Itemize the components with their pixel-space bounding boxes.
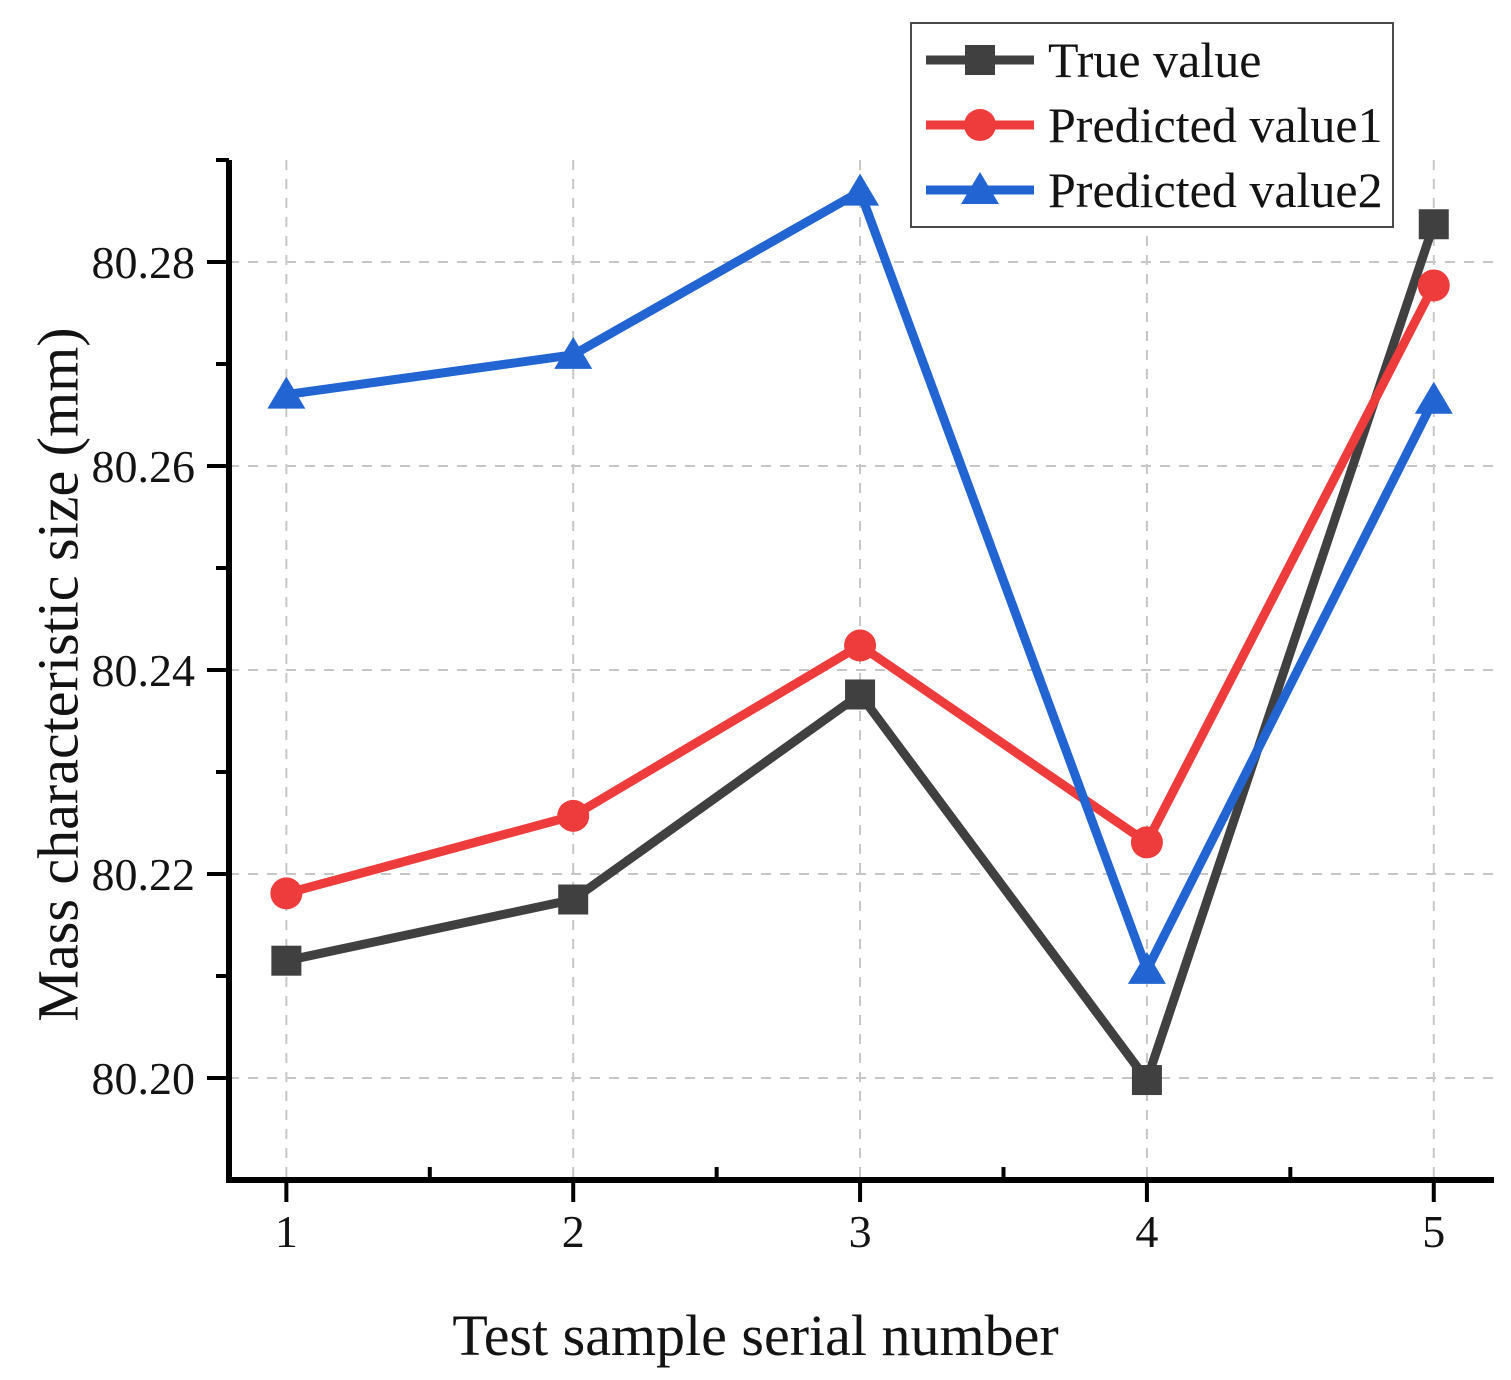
y-tick-label: 80.28 — [92, 237, 196, 288]
square-marker — [558, 884, 589, 915]
triangle-marker — [267, 376, 306, 409]
y-tick-label: 80.26 — [92, 441, 196, 492]
legend-label: Predicted value1 — [1048, 96, 1383, 153]
legend-item-triangle-up: Predicted value2 — [924, 161, 1384, 219]
y-tick-label: 80.22 — [92, 849, 196, 900]
legend-label: Predicted value2 — [1048, 161, 1383, 218]
square-marker — [965, 45, 995, 76]
series-square — [271, 209, 1449, 1096]
triangle-marker — [1414, 381, 1453, 414]
y-tick-label: 80.24 — [92, 645, 196, 696]
y-tick-label: 80.20 — [92, 1053, 196, 1104]
circle-marker — [1417, 269, 1450, 302]
x-tick-label: 2 — [562, 1206, 585, 1257]
series-circle — [270, 269, 1450, 910]
square-marker — [1418, 209, 1449, 240]
y-axis-title: Mass characteristic size (mm) — [25, 327, 91, 1022]
legend-item-square: True value — [924, 31, 1384, 89]
triangle-marker — [961, 171, 999, 204]
triangle-marker — [554, 336, 593, 369]
x-tick-label: 5 — [1422, 1206, 1445, 1257]
legend-swatch-triangle-up — [926, 171, 1034, 204]
square-marker — [845, 679, 876, 710]
circle-marker — [964, 108, 996, 141]
x-tick-label: 3 — [849, 1206, 872, 1257]
legend-swatch-square — [926, 45, 1034, 76]
circle-marker — [844, 629, 877, 662]
legend: True value Predicted value1 Predicted valu… — [910, 22, 1394, 228]
legend-item-circle: Predicted value1 — [924, 96, 1384, 154]
triangle-marker — [1127, 951, 1166, 984]
circle-marker — [1130, 826, 1163, 859]
series-triangle-up — [267, 173, 1453, 984]
gridlines — [229, 160, 1494, 1180]
legend-label: True value — [1048, 32, 1262, 89]
tick-labels: 80.20 80.22 80.24 80.26 80.28 1 2 3 4 5 — [92, 237, 1446, 1257]
square-marker — [271, 945, 302, 976]
legend-swatch-circle — [926, 108, 1034, 141]
circle-marker — [557, 799, 590, 832]
x-tick-label: 1 — [275, 1206, 298, 1257]
x-tick-label: 4 — [1135, 1206, 1158, 1257]
triangle-marker — [841, 173, 880, 206]
square-marker — [1131, 1065, 1162, 1096]
circle-marker — [270, 877, 303, 910]
ticks — [207, 158, 1436, 1202]
x-axis-title: Test sample serial number — [452, 1303, 1059, 1368]
